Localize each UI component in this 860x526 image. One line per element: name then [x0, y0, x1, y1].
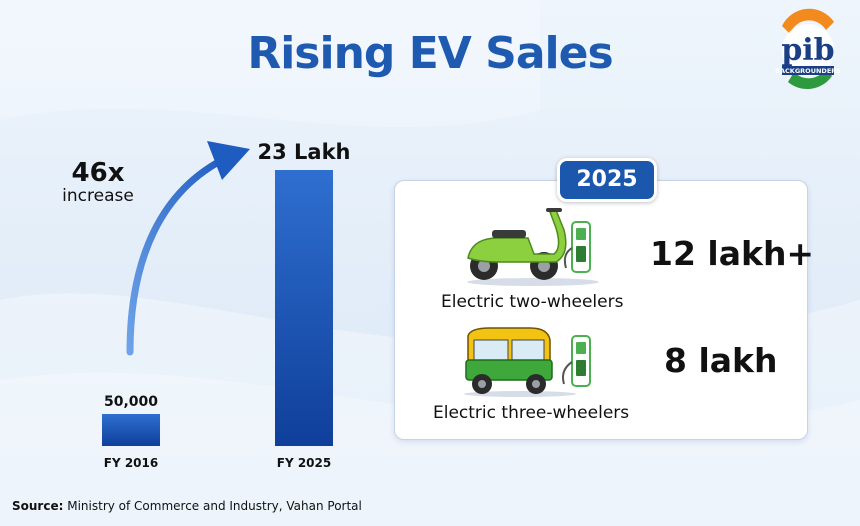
three-wheeler-label: Electric three-wheelers — [433, 403, 630, 423]
two-wheeler-value: 12 lakh+ — [650, 234, 815, 273]
increase-label: increase — [62, 186, 134, 206]
svg-text:BACKGROUNDERS: BACKGROUNDERS — [775, 67, 841, 75]
source-prefix: Source: — [12, 499, 64, 513]
bar-fy-2016 — [102, 414, 160, 446]
svg-text:pib: pib — [781, 33, 834, 68]
bar-category-fy2025: FY 2025 — [276, 456, 332, 470]
bar-category-fy2016: FY 2016 — [103, 456, 159, 470]
year-badge: 2025 — [557, 158, 657, 202]
increase-multiplier: 46x — [71, 158, 125, 188]
two-wheeler-label: Electric two-wheelers — [441, 292, 624, 312]
electric-auto-rickshaw-icon — [464, 327, 591, 397]
bar-value-label-fy2025: 23 Lakh — [257, 140, 351, 164]
bar-value-label-fy2016: 50,000 — [103, 394, 159, 410]
ev-2025-panel — [394, 180, 808, 440]
page-title: Rising EV Sales — [247, 28, 613, 79]
bar-fy-2025 — [275, 170, 333, 446]
pib-logo: pib BACKGROUNDERS — [775, 8, 841, 90]
growth-arrow — [126, 153, 232, 356]
growth-arrowhead — [207, 141, 250, 180]
three-wheeler-value: 8 lakh — [664, 341, 778, 380]
source-note: Source: Ministry of Commerce and Industr… — [12, 499, 362, 513]
source-text: Ministry of Commerce and Industry, Vahan… — [67, 499, 362, 513]
electric-scooter-icon — [467, 208, 599, 286]
